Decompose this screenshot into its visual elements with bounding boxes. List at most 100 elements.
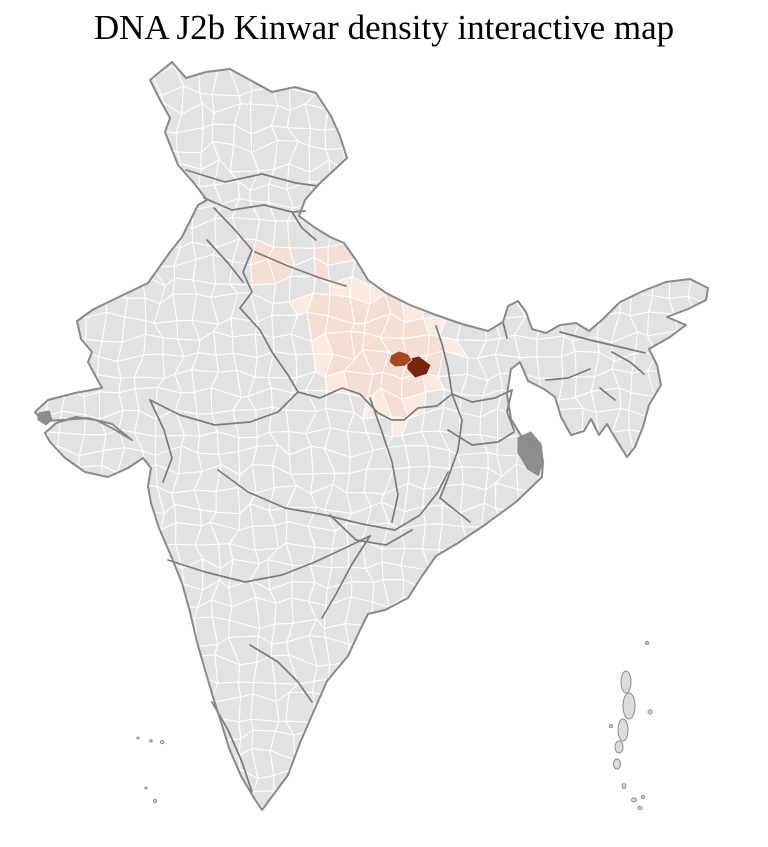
district-cell[interactable] [418, 182, 442, 204]
district-cell[interactable] [518, 182, 541, 199]
district-cell[interactable] [380, 662, 407, 680]
district-cell[interactable] [704, 811, 735, 827]
district-cell[interactable] [255, 596, 277, 629]
district-cell[interactable] [420, 636, 443, 663]
district-cell[interactable] [159, 794, 183, 818]
district-cell[interactable] [555, 675, 579, 700]
district-cell[interactable] [39, 358, 67, 376]
district-cell[interactable] [598, 86, 616, 113]
district-cell[interactable] [573, 615, 597, 648]
district-cell[interactable] [380, 673, 405, 700]
district-cell[interactable] [570, 788, 601, 818]
district-cell[interactable] [534, 225, 561, 248]
district-cell[interactable] [404, 737, 428, 761]
district-cell[interactable] [420, 616, 443, 642]
district-cell[interactable] [101, 311, 126, 343]
district-cell[interactable] [23, 530, 51, 551]
district-cell[interactable] [20, 447, 52, 476]
district-cell[interactable] [175, 127, 204, 154]
district-cell[interactable] [689, 181, 710, 205]
district-cell[interactable] [327, 678, 355, 700]
district-cell[interactable] [228, 791, 255, 811]
district-cell[interactable] [333, 767, 347, 797]
district-cell[interactable] [712, 680, 731, 701]
district-cell[interactable] [513, 83, 546, 107]
district-cell[interactable] [114, 786, 138, 817]
district-cell[interactable] [177, 186, 200, 211]
district-cell[interactable] [610, 128, 640, 154]
district-cell[interactable] [647, 737, 674, 760]
district-cell[interactable] [380, 239, 405, 260]
district-cell[interactable] [502, 197, 526, 228]
district-cell[interactable] [43, 606, 63, 626]
district-cell[interactable] [252, 525, 279, 551]
district-cell[interactable] [381, 274, 413, 295]
district-cell[interactable] [532, 751, 555, 777]
district-cell[interactable] [42, 767, 62, 797]
district-cell[interactable] [515, 805, 545, 832]
district-cell[interactable] [581, 241, 601, 264]
district-cell[interactable] [369, 714, 385, 742]
district-cell[interactable] [97, 786, 118, 817]
district-cell[interactable] [61, 738, 89, 756]
district-cell[interactable] [364, 205, 383, 224]
district-cell[interactable] [421, 273, 450, 304]
district-cell[interactable] [552, 750, 579, 777]
district-cell[interactable] [367, 733, 388, 758]
district-cell[interactable] [171, 645, 199, 660]
district-cell[interactable] [593, 615, 612, 648]
district-cell[interactable] [646, 103, 670, 130]
district-cell[interactable] [707, 371, 729, 397]
district-cell[interactable] [381, 808, 407, 831]
district-cell[interactable] [479, 682, 502, 701]
district-cell[interactable] [571, 86, 602, 113]
district-cell[interactable] [456, 131, 483, 149]
district-cell[interactable] [209, 49, 236, 71]
district-cell[interactable] [500, 682, 521, 701]
district-cell[interactable] [441, 772, 465, 796]
district-cell[interactable] [533, 492, 562, 514]
district-cell[interactable] [41, 637, 69, 663]
district-cell[interactable] [630, 808, 657, 829]
district-cell[interactable] [43, 48, 60, 76]
district-cell[interactable] [21, 502, 51, 532]
district-cell[interactable] [494, 127, 519, 147]
district-cell[interactable] [117, 255, 143, 285]
district-cell[interactable] [114, 771, 138, 798]
district-cell[interactable] [349, 661, 369, 685]
district-cell[interactable] [686, 144, 715, 170]
district-cell[interactable] [134, 674, 164, 701]
district-cell[interactable] [537, 580, 562, 604]
district-cell[interactable] [368, 55, 388, 77]
district-cell[interactable] [589, 730, 620, 756]
district-cell[interactable] [669, 699, 688, 720]
district-cell[interactable] [161, 713, 181, 733]
district-cell[interactable] [517, 488, 544, 515]
district-cell[interactable] [538, 774, 558, 792]
district-cell[interactable] [458, 201, 486, 227]
district-cell[interactable] [401, 673, 431, 699]
district-cell[interactable] [477, 202, 508, 228]
district-cell[interactable] [43, 677, 70, 704]
district-cell[interactable] [47, 181, 64, 210]
district-cell[interactable] [665, 483, 697, 515]
district-cell[interactable] [707, 413, 730, 434]
district-cell[interactable] [382, 71, 413, 97]
district-cell[interactable] [670, 203, 691, 227]
district-cell[interactable] [693, 467, 708, 495]
district-cell[interactable] [669, 807, 695, 836]
district-cell[interactable] [610, 768, 641, 797]
district-cell[interactable] [534, 197, 563, 230]
district-cell[interactable] [532, 546, 561, 572]
district-cell[interactable] [24, 180, 51, 202]
district-cell[interactable] [570, 446, 596, 467]
district-cell[interactable] [406, 777, 430, 798]
district-cell[interactable] [532, 672, 565, 702]
district-cell[interactable] [192, 254, 217, 285]
district-cell[interactable] [87, 585, 102, 607]
district-cell[interactable] [134, 558, 163, 586]
district-cell[interactable] [705, 184, 734, 207]
district-cell[interactable] [710, 160, 731, 191]
district-cell[interactable] [514, 390, 542, 419]
